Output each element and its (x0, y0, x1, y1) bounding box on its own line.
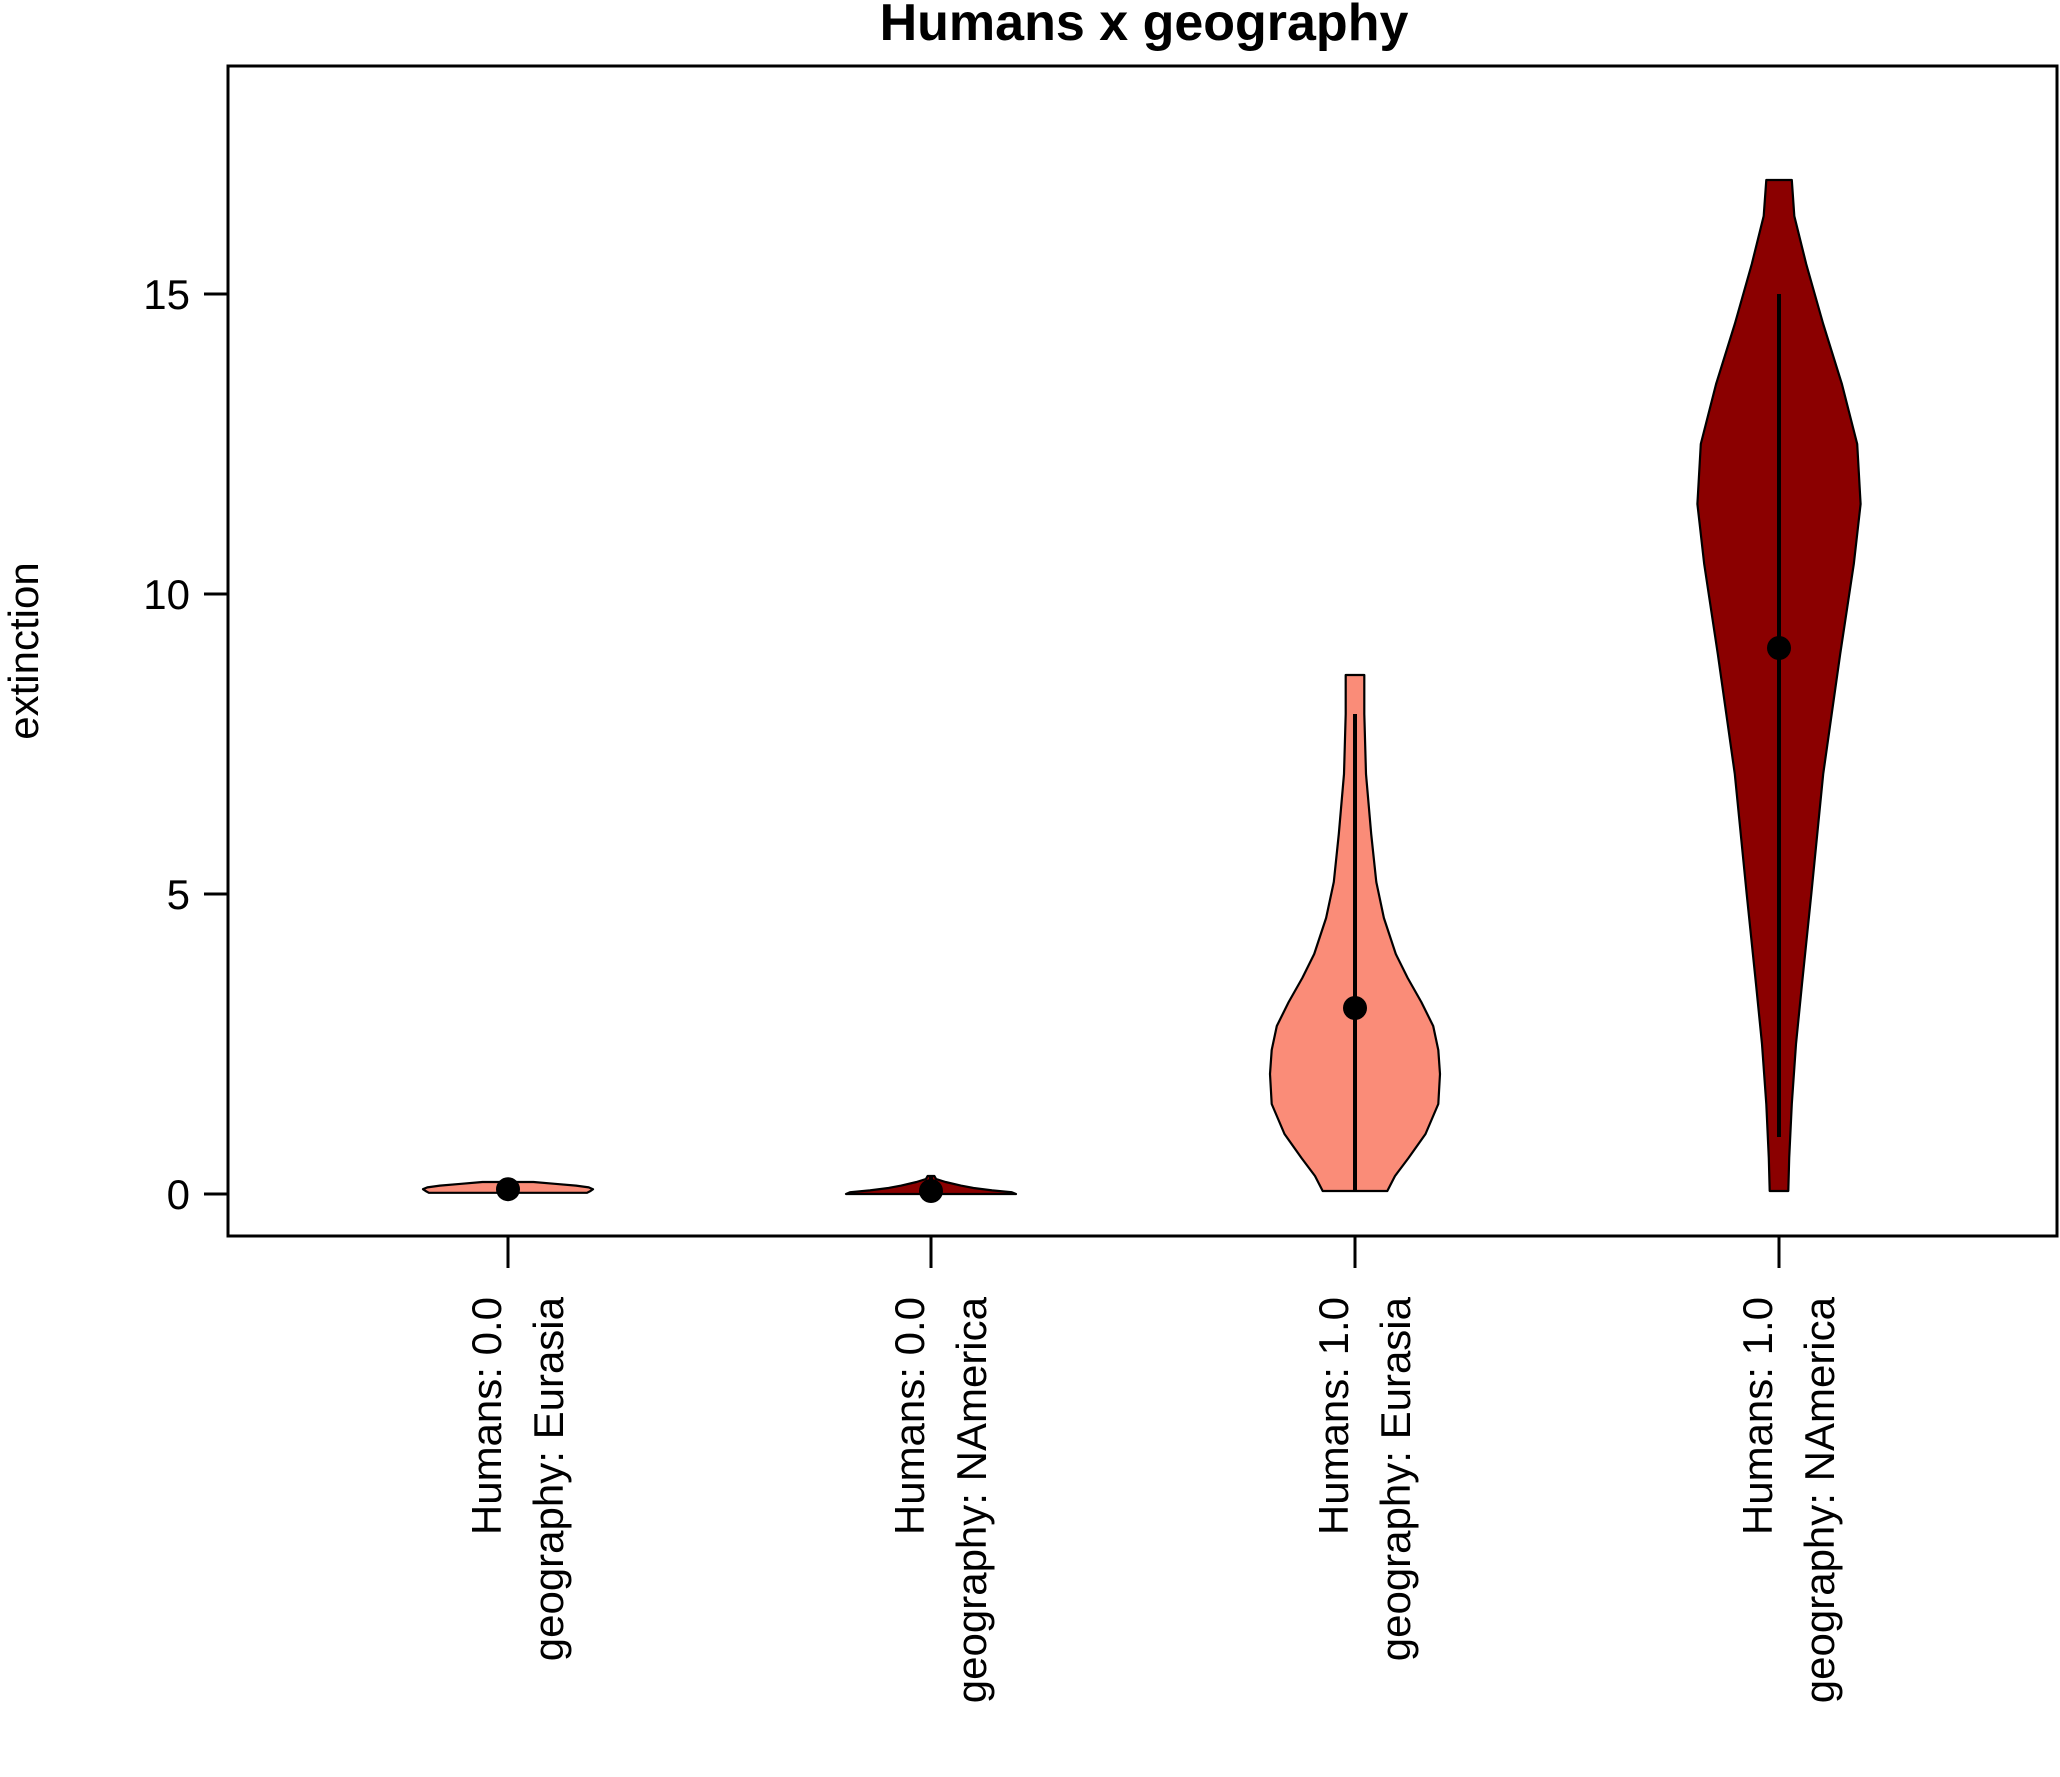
violin-mean-point (919, 1179, 943, 1203)
x-category-label-line2: geography: NAmerica (948, 1296, 995, 1703)
x-category-label-line1: Humans: 1.0 (1310, 1297, 1357, 1535)
x-category-label-line2: geography: Eurasia (525, 1296, 572, 1661)
y-tick-label: 15 (143, 271, 190, 318)
x-category-label-line2: geography: NAmerica (1796, 1296, 1843, 1703)
y-tick-label: 5 (167, 871, 190, 918)
y-axis-label: extinction (0, 562, 47, 739)
violins (421, 178, 1862, 1203)
y-tick-label: 10 (143, 571, 190, 618)
x-category-label-line1: Humans: 1.0 (1734, 1297, 1781, 1535)
chart-title: Humans x geography (880, 0, 1409, 52)
x-category-label-line1: Humans: 0.0 (463, 1297, 510, 1535)
violin-mean-point (496, 1177, 520, 1202)
y-tick-label: 0 (167, 1171, 190, 1218)
y-axis: 0 5 10 15 (143, 271, 228, 1218)
x-category-label-line1: Humans: 0.0 (886, 1297, 933, 1535)
plot-frame (226, 64, 2059, 1238)
violin-mean-point (1343, 996, 1367, 1020)
x-category-label-line2: geography: Eurasia (1372, 1296, 1419, 1661)
violin-mean-point (1767, 636, 1791, 660)
x-axis: Humans: 0.0 geography: Eurasia Humans: 0.0… (463, 1236, 1843, 1703)
